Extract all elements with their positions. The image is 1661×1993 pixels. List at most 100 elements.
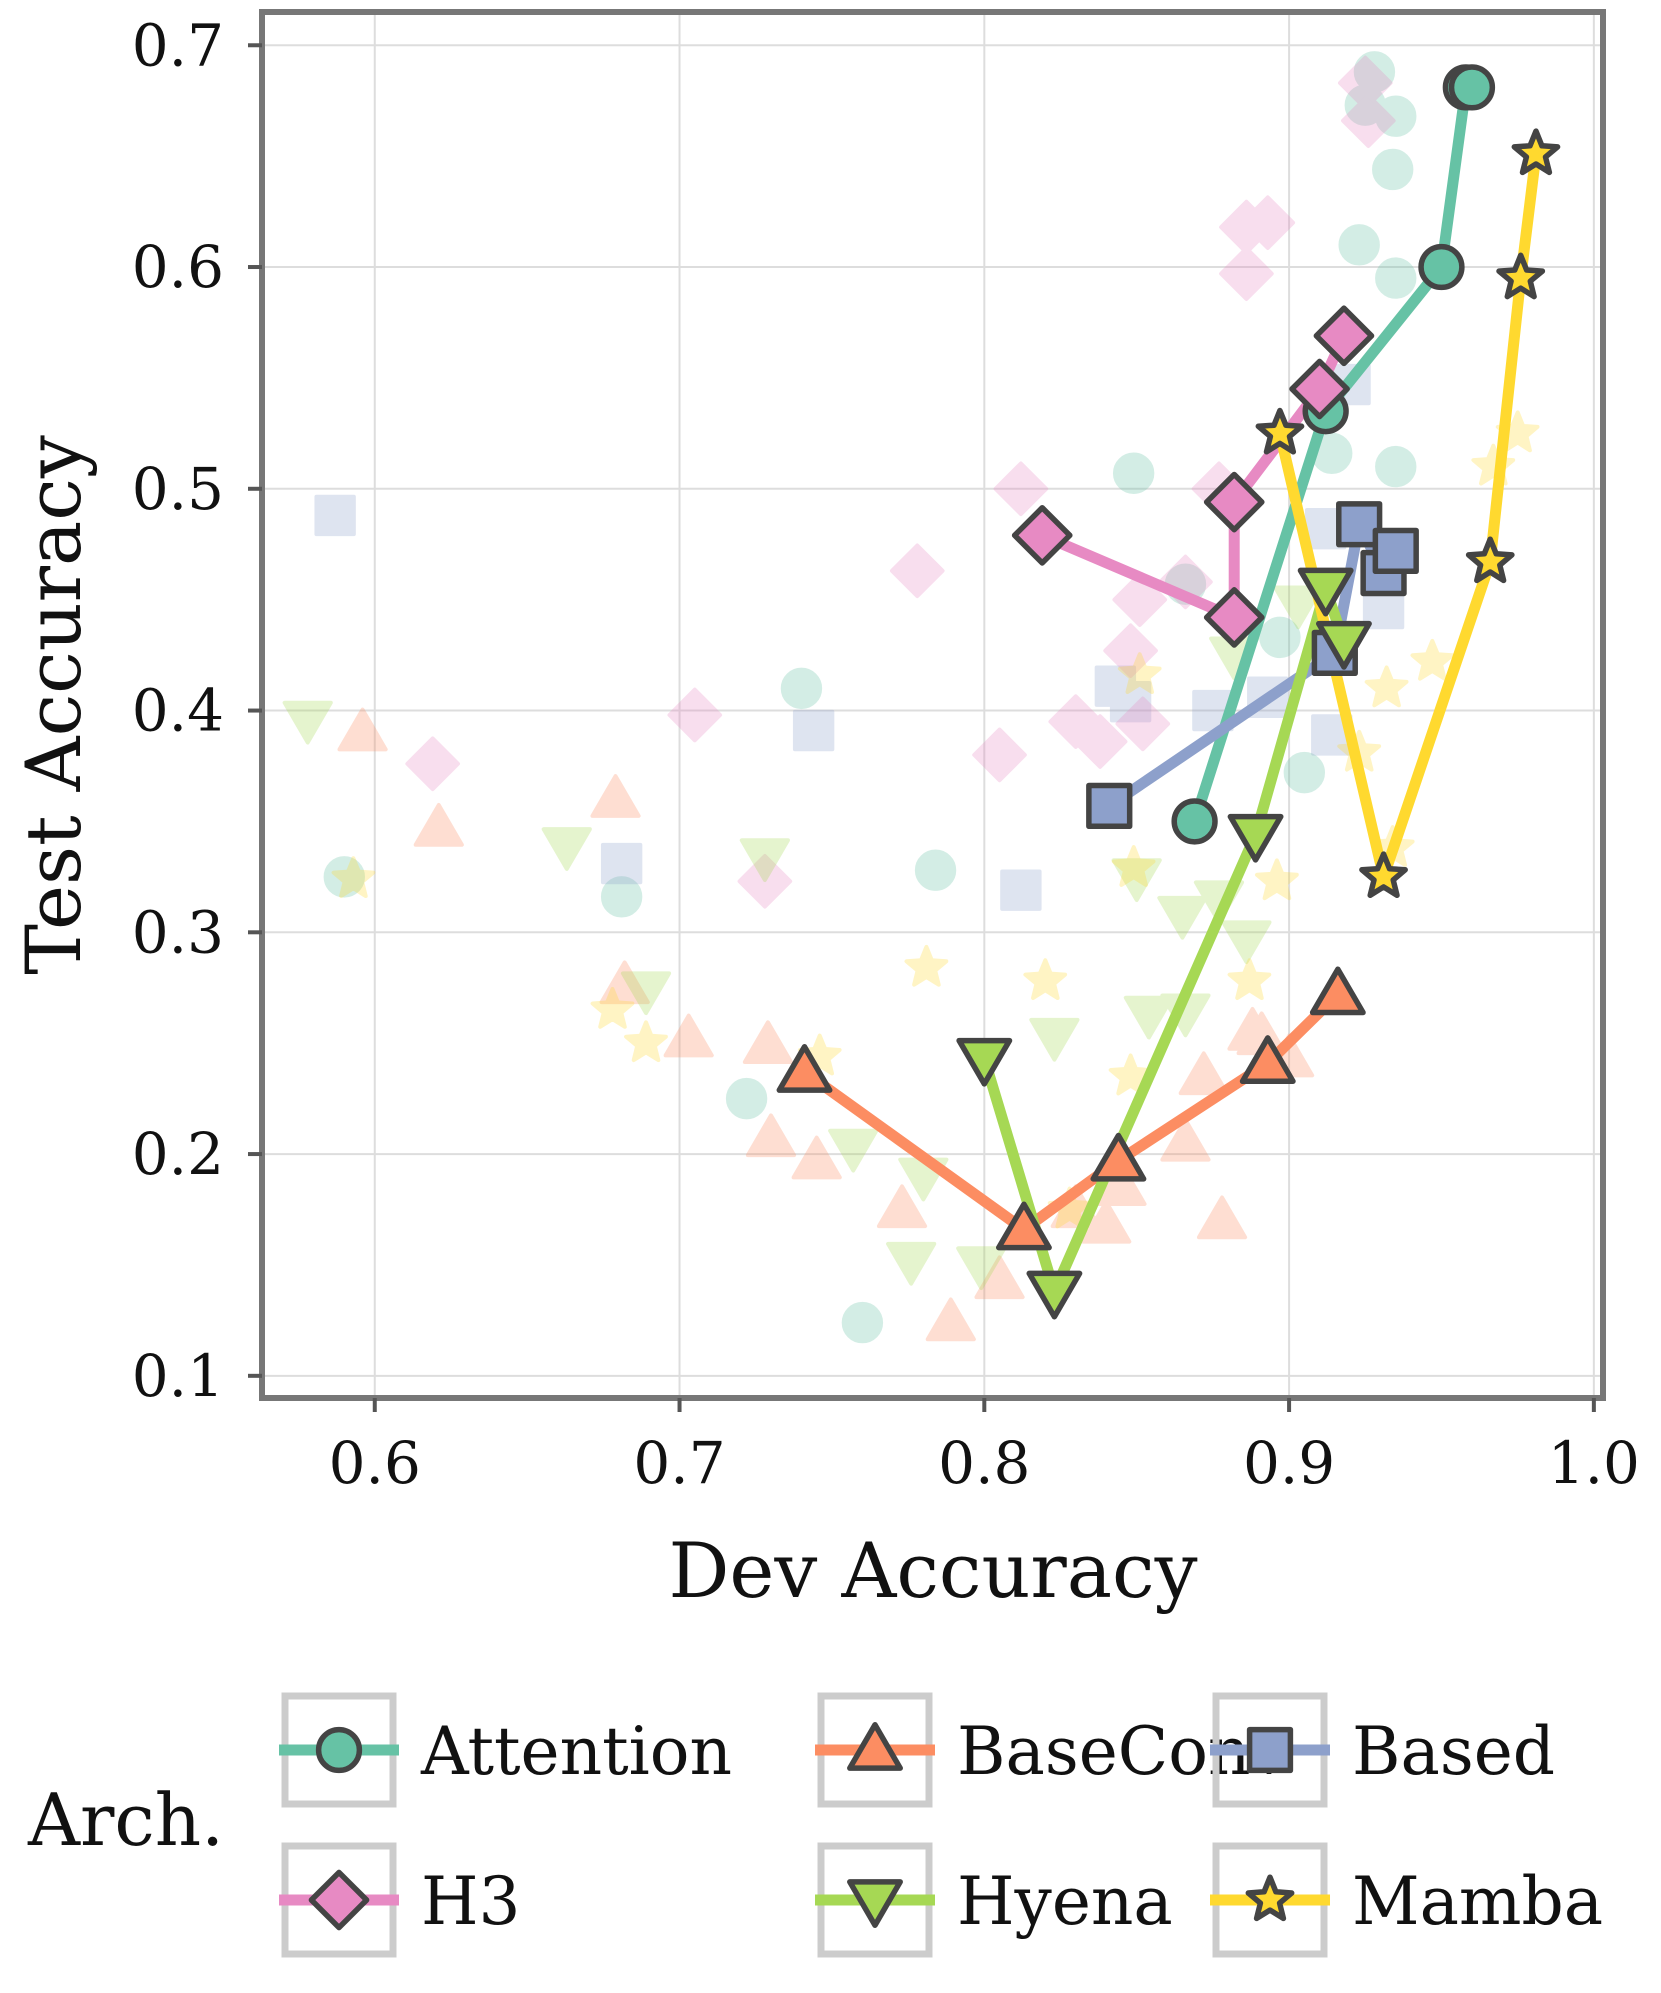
- background-point: [737, 853, 793, 909]
- background-point: [993, 461, 1049, 517]
- background-point: [1029, 1017, 1080, 1062]
- background-point: [1103, 623, 1158, 678]
- background-point: [1094, 665, 1137, 707]
- background-point: [1157, 895, 1208, 940]
- background-point: [791, 1135, 842, 1180]
- series-point-based: [1086, 782, 1133, 830]
- series-point-attention: [1418, 243, 1465, 291]
- background-point: [600, 876, 643, 918]
- background-point: [1337, 55, 1393, 111]
- y-tick-label: 0.2: [132, 1120, 224, 1188]
- series-point-h3: [1011, 505, 1073, 566]
- series-point-baseconv: [1309, 966, 1366, 1016]
- background-point: [1255, 858, 1299, 901]
- series-point-attention: [1171, 798, 1218, 845]
- series-point-h3: [1203, 587, 1265, 648]
- background-points-h3: [405, 55, 1396, 909]
- series-point-hyena: [1227, 813, 1284, 863]
- background-point: [1471, 443, 1516, 486]
- series-point-mamba: [1496, 252, 1546, 300]
- background-point: [725, 1077, 768, 1120]
- y-tick-label: 0.7: [132, 11, 224, 79]
- series-point-baseconv: [776, 1044, 833, 1093]
- background-point: [1227, 1006, 1278, 1051]
- background-point: [889, 543, 945, 599]
- legend-label: Attention: [420, 1713, 732, 1790]
- y-tick-label: 0.6: [132, 233, 224, 301]
- series-point-baseconv: [995, 1201, 1052, 1251]
- background-point: [886, 1241, 937, 1286]
- background-point: [974, 1255, 1025, 1300]
- x-axis-title: Dev Accuracy: [668, 1526, 1197, 1615]
- background-point: [972, 727, 1027, 783]
- background-point: [1160, 1117, 1211, 1162]
- background-point: [314, 494, 356, 537]
- series-point-baseconv: [1239, 1035, 1296, 1085]
- background-point: [780, 667, 823, 710]
- background-point: [1081, 1199, 1132, 1244]
- plot-border: [259, 9, 1606, 1401]
- background-point: [745, 1113, 797, 1158]
- series-point-hyena: [1297, 567, 1354, 617]
- y-tick-label: 0.4: [132, 677, 224, 745]
- background-point: [624, 1020, 668, 1063]
- series-markers: [776, 64, 1561, 1320]
- series-point-hyena: [956, 1037, 1013, 1087]
- background-point: [904, 944, 949, 987]
- legend-label: Mamba: [1352, 1863, 1603, 1940]
- background-point: [828, 1128, 879, 1173]
- background-point: [541, 827, 592, 871]
- background-point: [1240, 195, 1296, 250]
- y-axis-title: Test Accuracy: [9, 435, 98, 975]
- series-point-hyena: [1026, 1270, 1083, 1320]
- background-point: [925, 1297, 976, 1342]
- background-point: [1117, 652, 1162, 694]
- series-point-mamba: [1511, 128, 1561, 176]
- background-point: [620, 971, 672, 1016]
- background-point: [1364, 665, 1409, 708]
- background-point: [1048, 694, 1104, 749]
- series-point-h3: [1313, 305, 1375, 367]
- background-point: [1353, 51, 1396, 93]
- y-tick-label: 0.1: [132, 1342, 224, 1410]
- legend-item-hyena: Hyena: [815, 1842, 1173, 1958]
- legend-key-marker: [847, 1879, 903, 1928]
- background-point: [599, 960, 650, 1005]
- background-points-mamba: [331, 410, 1540, 1229]
- legend-item-mamba: Mamba: [1210, 1842, 1603, 1958]
- background-point: [1375, 95, 1417, 137]
- background-point: [1023, 958, 1068, 1000]
- x-tick-label: 0.6: [329, 1429, 421, 1497]
- background-point: [1375, 445, 1417, 488]
- background-point: [590, 774, 641, 818]
- x-tick-label: 0.8: [938, 1429, 1030, 1497]
- background-point: [331, 856, 376, 898]
- series-point-baseconv: [1090, 1132, 1147, 1182]
- background-point: [1227, 958, 1272, 1000]
- background-point: [600, 842, 643, 885]
- x-tick-label: 0.7: [633, 1429, 725, 1497]
- background-point: [1112, 452, 1155, 494]
- legend-key-marker: [315, 1726, 363, 1774]
- background-point: [1221, 920, 1272, 965]
- y-tick-label: 0.5: [132, 455, 224, 523]
- plot-area: [262, 12, 1603, 1398]
- background-point: [1000, 869, 1042, 911]
- background-point: [914, 849, 957, 891]
- background-point: [792, 709, 835, 752]
- background-point: [663, 1013, 714, 1058]
- background-point: [739, 838, 790, 883]
- background-point: [667, 687, 723, 743]
- background-point: [337, 707, 388, 752]
- background-point: [1219, 199, 1274, 255]
- background-point: [1111, 858, 1162, 902]
- x-tick-label: 0.9: [1243, 1429, 1335, 1497]
- background-point: [590, 987, 635, 1029]
- background-point: [742, 1020, 794, 1065]
- x-axis-ticks: 0.6 0.7 0.8 0.9 1.0: [329, 1398, 1640, 1497]
- background-point: [841, 1301, 884, 1344]
- legend-item-based: Based: [1210, 1692, 1555, 1808]
- legend-title: Arch.: [27, 1778, 224, 1862]
- background-point: [405, 736, 460, 792]
